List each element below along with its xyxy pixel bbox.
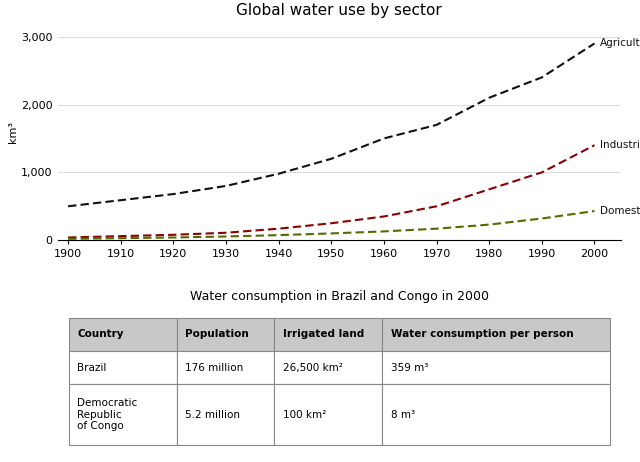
- FancyBboxPatch shape: [275, 351, 383, 384]
- Text: Water consumption per person: Water consumption per person: [391, 329, 573, 340]
- Title: Global water use by sector: Global water use by sector: [236, 3, 442, 18]
- FancyBboxPatch shape: [383, 318, 609, 351]
- Text: 100 km²: 100 km²: [283, 410, 326, 420]
- Text: Country: Country: [77, 329, 124, 340]
- Y-axis label: km³: km³: [8, 121, 19, 143]
- Text: 5.2 million: 5.2 million: [186, 410, 241, 420]
- Title: Water consumption in Brazil and Congo in 2000: Water consumption in Brazil and Congo in…: [189, 290, 489, 303]
- FancyBboxPatch shape: [275, 384, 383, 445]
- Text: 26,500 km²: 26,500 km²: [283, 363, 342, 372]
- Text: 176 million: 176 million: [186, 363, 244, 372]
- Text: Domestic use: Domestic use: [600, 206, 640, 216]
- FancyBboxPatch shape: [177, 384, 275, 445]
- Text: Brazil: Brazil: [77, 363, 107, 372]
- FancyBboxPatch shape: [69, 318, 177, 351]
- Text: Irrigated land: Irrigated land: [283, 329, 364, 340]
- FancyBboxPatch shape: [177, 351, 275, 384]
- FancyBboxPatch shape: [383, 384, 609, 445]
- FancyBboxPatch shape: [69, 351, 177, 384]
- Text: 359 m³: 359 m³: [391, 363, 428, 372]
- FancyBboxPatch shape: [177, 318, 275, 351]
- Text: Agriculture: Agriculture: [600, 38, 640, 49]
- Text: 8 m³: 8 m³: [391, 410, 415, 420]
- Text: Democratic
Republic
of Congo: Democratic Republic of Congo: [77, 398, 138, 432]
- FancyBboxPatch shape: [383, 351, 609, 384]
- FancyBboxPatch shape: [275, 318, 383, 351]
- Text: Industrial use: Industrial use: [600, 140, 640, 150]
- Text: Population: Population: [186, 329, 249, 340]
- FancyBboxPatch shape: [69, 384, 177, 445]
